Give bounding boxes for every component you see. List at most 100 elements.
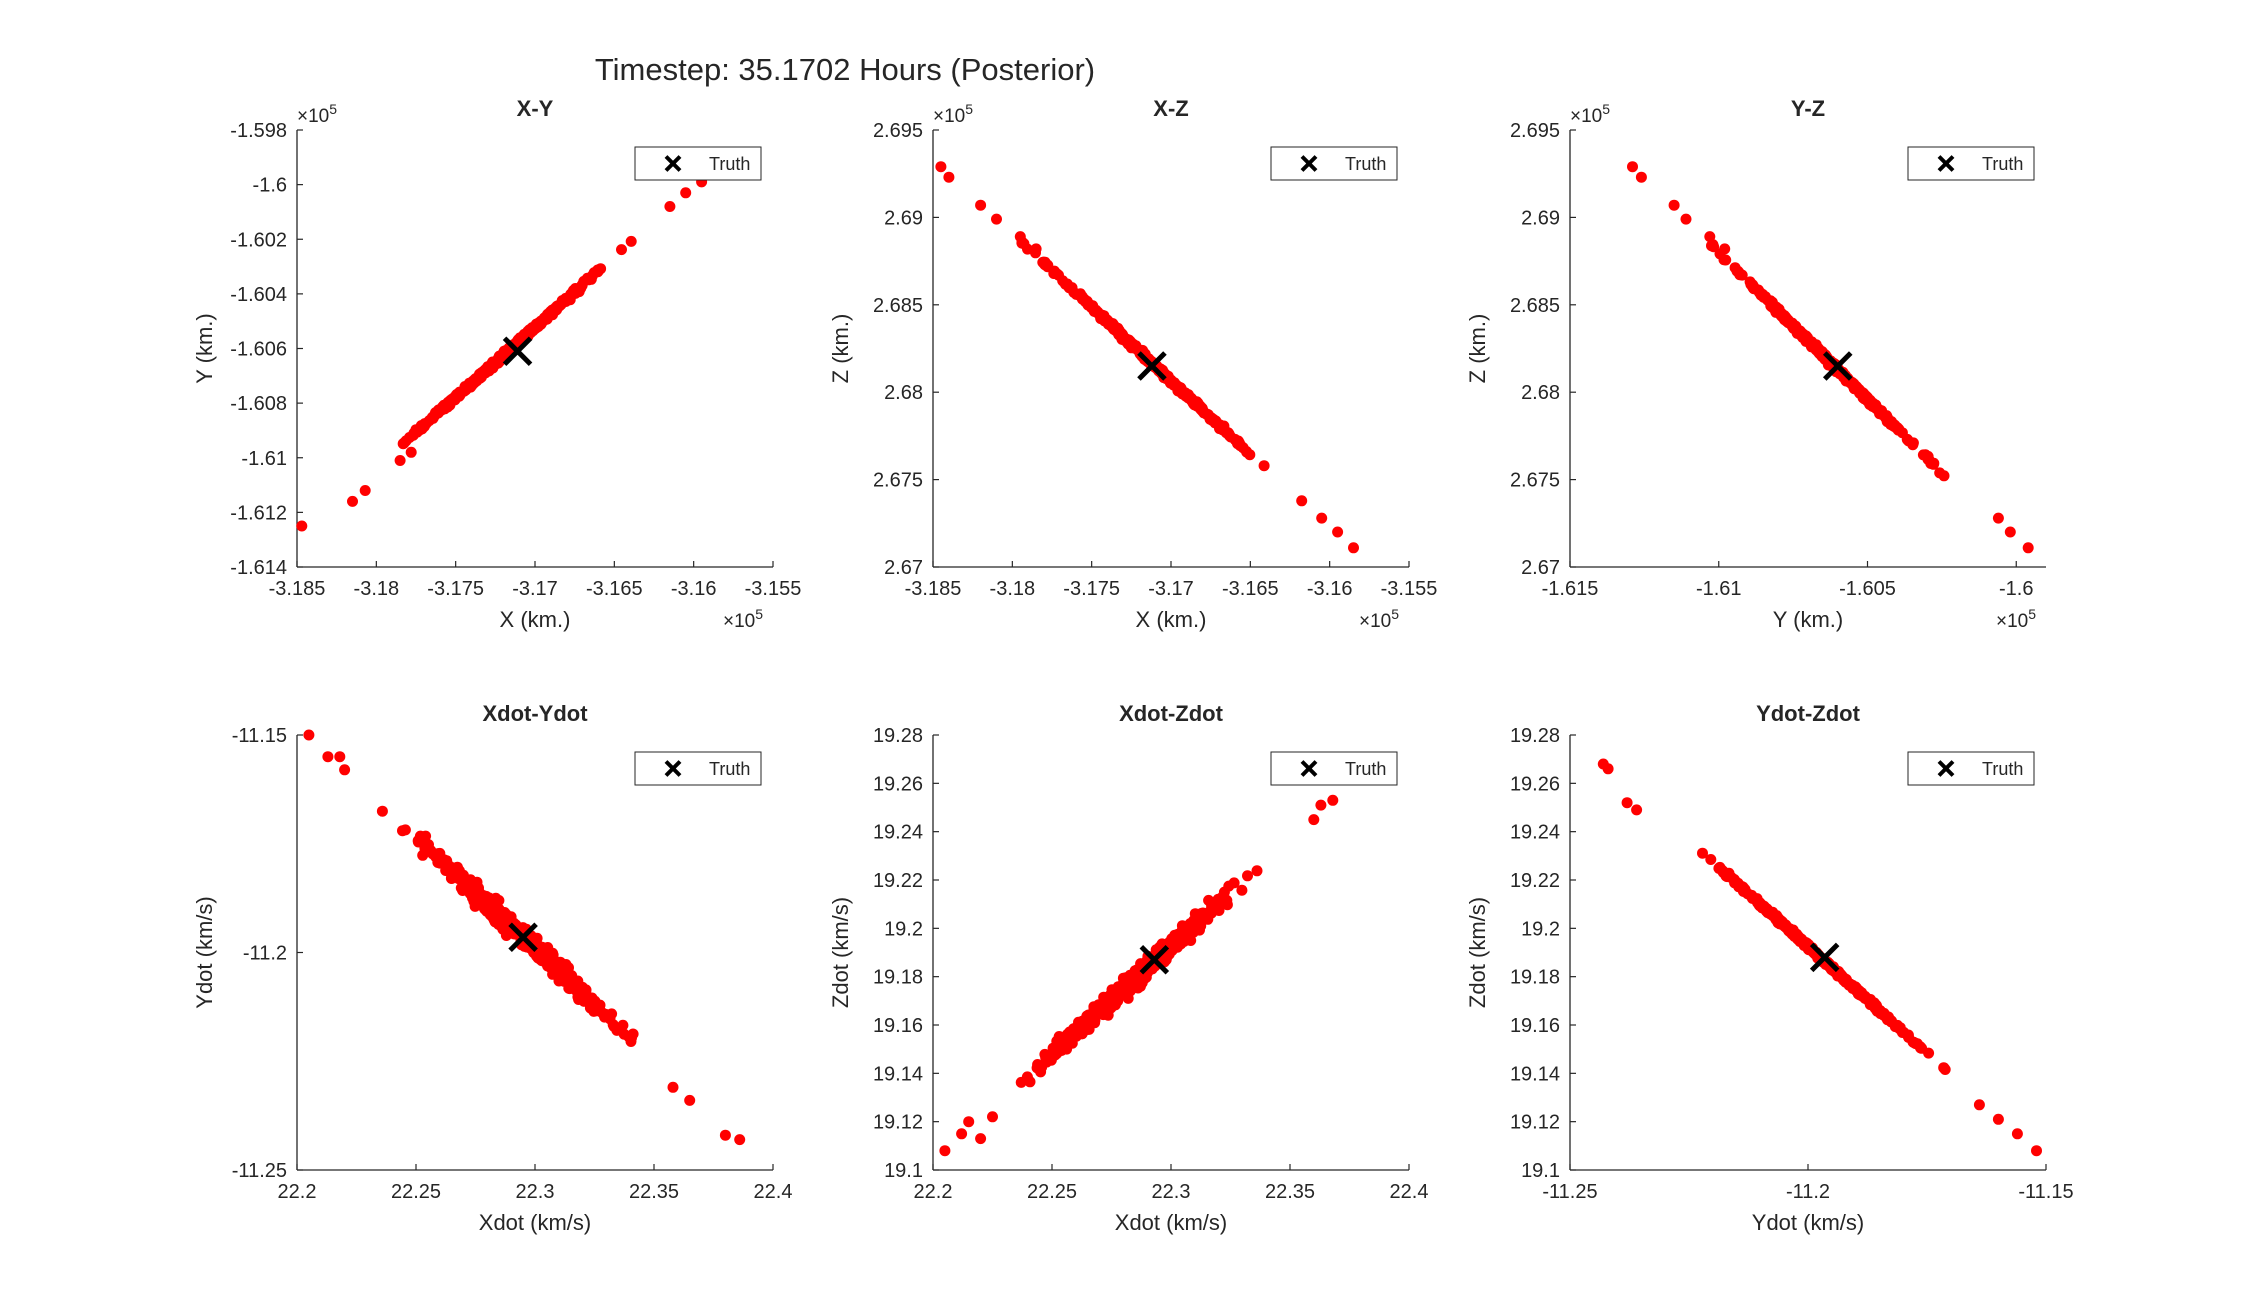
sample-point: [446, 394, 458, 406]
sample-point: [1236, 884, 1248, 896]
legend-marker-stroke: [664, 760, 682, 777]
sample-point: [975, 199, 987, 211]
sample-point: [1713, 862, 1725, 874]
x-tick-label: -3.16: [1307, 578, 1353, 600]
legend: Truth: [634, 146, 762, 181]
sample-point: [1719, 243, 1731, 255]
sample-point: [684, 1094, 696, 1106]
x-marker-icon: [1300, 155, 1318, 172]
x-axis-label: Ydot (km/s): [1752, 1210, 1864, 1235]
sample-point: [347, 495, 358, 507]
subplot-title: X-Z: [1153, 96, 1188, 121]
x-tick-label: -3.175: [1063, 578, 1120, 600]
sample-point: [418, 421, 430, 432]
sample-point: [1680, 213, 1692, 225]
sample-point: [1938, 1062, 1950, 1074]
sample-point: [1316, 512, 1328, 524]
x-tick-label: 22.4: [1390, 1181, 1429, 1203]
sample-point: [987, 1111, 998, 1123]
sample-point: [991, 213, 1002, 225]
legend-marker-stroke: [1937, 155, 1955, 172]
y-tick-label: 19.22: [1510, 870, 1560, 892]
x-marker-icon: [664, 760, 682, 777]
sample-point: [533, 320, 544, 332]
sample-point: [1864, 997, 1876, 1009]
y-tick-label: -1.608: [230, 393, 287, 415]
legend: Truth: [1270, 146, 1398, 181]
y-tick-label: -1.614: [230, 557, 287, 579]
sample-point: [1221, 899, 1233, 911]
sample-point: [1057, 1043, 1069, 1054]
sample-point: [1992, 1113, 2004, 1125]
sample-point: [543, 309, 555, 321]
x-tick-label: -3.185: [269, 578, 326, 600]
sample-point: [581, 272, 593, 284]
sample-point: [943, 171, 955, 183]
legend-box: [1270, 751, 1398, 786]
y-axis-label: Y (km.): [192, 313, 217, 383]
sample-point: [493, 918, 504, 930]
sample-point: [1108, 321, 1120, 332]
y-tick-label: 2.695: [1510, 120, 1560, 142]
y-axis-label: Zdot (km/s): [828, 897, 853, 1008]
x-tick-label: -3.165: [1222, 578, 1279, 600]
sample-point: [296, 520, 308, 532]
sample-point: [1876, 408, 1888, 420]
x-tick-label: 22.4: [754, 1181, 793, 1203]
y-tick-label: 19.26: [1510, 773, 1560, 795]
y-tick-label: 2.675: [1510, 470, 1560, 492]
sample-point: [1348, 542, 1359, 554]
sample-point: [1037, 256, 1049, 268]
sample-point: [1602, 763, 1614, 775]
x-marker-icon: [1937, 155, 1955, 172]
sample-point: [1047, 1042, 1059, 1054]
sample-point: [975, 1133, 987, 1145]
sample-point: [611, 1024, 623, 1036]
sample-point: [935, 161, 947, 173]
sample-point: [417, 849, 429, 861]
sample-point: [1097, 312, 1109, 324]
sample-point: [1315, 799, 1327, 811]
sample-point: [2011, 1128, 2023, 1140]
truth-marker-stroke: [1139, 944, 1170, 975]
y-tick-label: 19.2: [1521, 918, 1560, 940]
sample-point: [1068, 1023, 1080, 1035]
y-tick-label: -11.25: [232, 1160, 287, 1182]
sample-point: [1308, 814, 1320, 826]
sample-point: [1164, 375, 1176, 387]
y-tick-label: 2.685: [873, 295, 923, 317]
sample-point: [1668, 199, 1680, 211]
sample-point: [963, 1116, 975, 1128]
x-tick-label: -1.615: [1542, 578, 1599, 600]
y-tick-label: 19.24: [873, 822, 923, 844]
y-tick-label: 19.14: [1510, 1063, 1560, 1085]
sample-point: [1720, 869, 1732, 880]
sample-point: [596, 1007, 608, 1019]
y-tick-label: 2.69: [1521, 207, 1560, 229]
sample-point: [1089, 1002, 1101, 1013]
x-tick-label: -3.165: [586, 578, 643, 600]
sample-point: [1902, 1029, 1914, 1041]
sample-point: [414, 830, 426, 842]
sample-point: [1761, 903, 1773, 915]
sample-point: [1039, 1048, 1051, 1060]
truth-marker-stroke: [1822, 351, 1853, 381]
truth-marker-stroke: [502, 336, 533, 366]
sample-point: [1073, 289, 1085, 301]
sample-point: [956, 1128, 968, 1140]
x-tick-label: 22.2: [914, 1181, 953, 1203]
sample-point: [458, 884, 470, 896]
x-tick-label: -11.15: [2018, 1181, 2073, 1203]
sample-point: [1801, 938, 1813, 950]
legend: Truth: [634, 751, 762, 786]
sample-point: [339, 764, 351, 776]
figure-title: Timestep: 35.1702 Hours (Posterior): [595, 52, 1095, 87]
x-tick-label: -3.18: [990, 578, 1036, 600]
x-tick-label: 22.35: [1265, 1181, 1315, 1203]
subplot-xdot-ydot: 22.2 22.25 22.3 22.35 22.4 -11.25 -11.2 -11.15 X…: [192, 701, 792, 1235]
sample-point: [1635, 171, 1647, 183]
sample-point: [1704, 231, 1716, 243]
sample-point: [1705, 854, 1717, 865]
sample-point: [564, 294, 576, 306]
x-tick-label: -11.2: [1786, 1181, 1830, 1203]
